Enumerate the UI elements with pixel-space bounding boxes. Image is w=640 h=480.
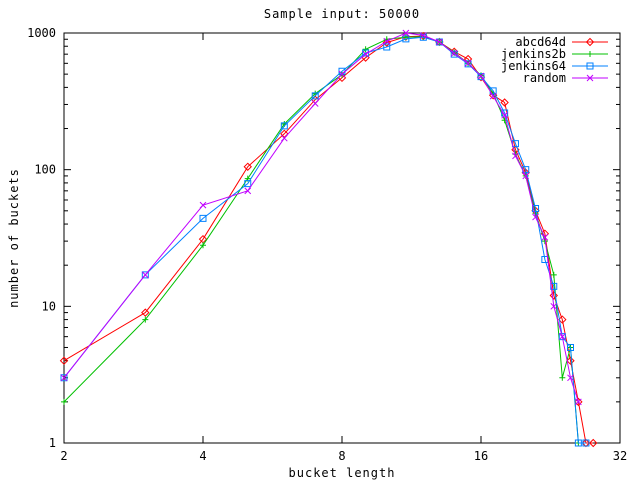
series-point-random [512,152,519,160]
series-point-random [280,134,288,142]
series-point-jenkins64 [532,204,540,212]
y-tick-label: 1000 [27,26,56,40]
series-point-abcd64d [382,38,391,47]
series-point-jenkins64 [311,92,319,100]
series-point-random [522,172,530,180]
series-point-jenkins64 [338,67,346,75]
x-axis-label: bucket length [288,466,396,480]
legend-marker-jenkins64 [586,62,594,70]
series-point-jenkins2b [142,316,149,323]
series-point-jenkins64 [362,49,370,57]
series-point-abcd64d [476,72,486,82]
series-point-jenkins64 [501,109,509,117]
chart-title: Sample input: 50000 [263,7,421,21]
series-point-random [141,271,149,279]
series-point-random [450,49,458,57]
series-point-random [477,72,485,80]
series-point-abcd64d [280,129,289,139]
series-point-random [244,187,252,195]
series-point-jenkins64 [582,439,590,447]
series-point-random [567,374,574,382]
series-point-random [464,59,472,67]
series-point-jenkins64 [280,122,288,130]
series-point-random [550,302,558,310]
x-tick-label: 2 [60,449,67,463]
y-tick-label: 100 [34,163,56,177]
series-point-random [311,100,319,107]
series-point-abcd64d [574,397,583,407]
series-point-jenkins64 [383,43,391,51]
series-point-jenkins64 [402,35,410,43]
series-point-random [558,333,566,341]
series-point-jenkins2b [61,398,67,405]
series-point-jenkins64 [450,50,458,58]
series-point-jenkins64 [574,439,582,447]
series-point-jenkins64 [550,282,558,290]
series-point-random [489,92,497,100]
series-point-random [338,70,346,78]
series-point-abcd64d [566,356,575,365]
series-point-random [532,213,539,221]
series-point-jenkins64 [558,333,566,341]
series-point-random [436,38,443,46]
legend-marker-random [586,74,594,82]
y-tick-label: 10 [42,299,56,313]
series-point-jenkins64 [199,214,207,222]
series-point-random [501,111,508,119]
series-point-random [575,398,582,406]
series-point-jenkins64 [477,73,485,81]
series-point-jenkins2b [559,374,566,381]
series-point-random [199,201,207,209]
series-line-abcd64d [63,35,594,444]
series-point-random [419,32,427,39]
legend-marker-jenkins2b [587,51,593,57]
x-tick-label: 16 [474,449,488,463]
x-tick-label: 8 [338,449,345,463]
series-point-jenkins2b [501,117,508,124]
legend-label-random: random [523,71,566,85]
legend-label-jenkins2b: jenkins2b [501,47,566,61]
series-point-abcd64d [59,356,69,365]
series-point-random [541,233,549,241]
series-point-abcd64d [141,308,150,317]
x-tick-label: 32 [613,449,627,463]
series-line-jenkins64 [63,36,586,444]
series-point-jenkins2b [200,242,206,249]
legend-label-jenkins64: jenkins64 [501,59,566,73]
series-point-abcd64d [500,98,509,107]
series-point-abcd64d [558,315,567,324]
series-point-abcd64d [589,438,598,448]
legend-label-abcd64d: abcd64d [515,35,566,49]
series-point-jenkins64 [141,271,149,279]
series-point-jenkins64 [566,343,574,351]
x-tick-label: 4 [199,449,206,463]
series-point-random [362,50,369,58]
series-point-random [383,37,391,45]
series-point-jenkins2b [550,271,557,278]
series-point-abcd64d [549,291,558,300]
series-line-random [63,32,579,403]
series-point-jenkins2b [362,46,369,53]
legend-marker-abcd64d [585,37,595,47]
series-point-random [60,374,68,382]
series-point-random [402,29,410,37]
y-tick-label: 1 [49,436,56,450]
plot-border [63,32,621,444]
series-point-abcd64d [243,162,252,171]
